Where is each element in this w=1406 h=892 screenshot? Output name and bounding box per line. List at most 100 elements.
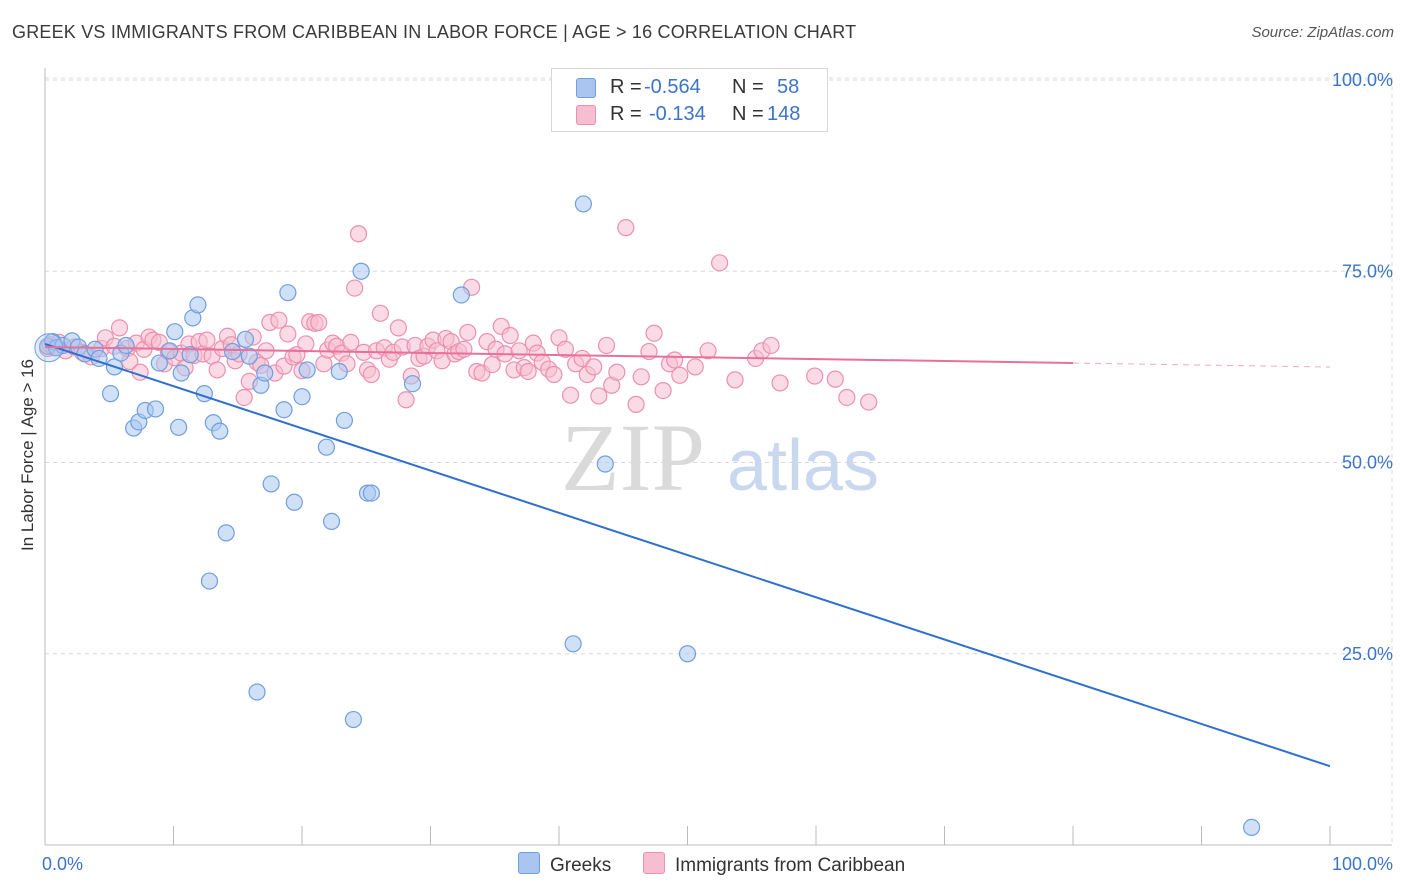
caribbean-point: [110, 319, 129, 337]
correlation-legend: R = -0.564 N = 58 R = -0.134 N = 148: [551, 68, 828, 132]
greeks-point: [317, 438, 336, 456]
greeks-point: [344, 710, 362, 729]
x-tick-label: 0.0%: [42, 854, 83, 874]
caribbean-point: [711, 254, 729, 272]
greeks-point: [452, 286, 470, 304]
legend-swatch-pink: [576, 105, 596, 125]
caribbean-point: [297, 335, 315, 353]
y-tick-label: 25.0%: [1342, 644, 1393, 664]
caribbean-point: [771, 374, 789, 392]
greeks-point: [224, 342, 242, 361]
caribbean-point: [349, 225, 368, 243]
caribbean-point: [654, 381, 672, 400]
trend-layer: [44, 342, 1331, 768]
x-tick-label: 100.0%: [1332, 854, 1393, 874]
caribbean-point: [270, 311, 288, 329]
y-tick-label: 75.0%: [1342, 261, 1393, 281]
caribbean-point: [561, 386, 580, 404]
legend-r-value: -0.564: [644, 76, 701, 98]
caribbean-point: [608, 363, 626, 381]
caribbean-point: [806, 367, 824, 385]
greeks-point: [236, 330, 255, 348]
caribbean-point: [597, 336, 616, 355]
bottom-legend-greeks: Greeks: [518, 852, 611, 877]
greeks-point: [564, 635, 582, 653]
greeks-point: [117, 336, 135, 355]
caribbean-point: [762, 336, 780, 355]
caribbean-point: [585, 358, 603, 376]
greeks-point: [161, 342, 179, 360]
legend-swatch-blue: [576, 78, 596, 98]
legend-r-value: -0.134: [649, 103, 706, 125]
legend-row-greeks: R = -0.564 N = 58: [552, 74, 827, 100]
legend-row-caribbean: R = -0.134 N = 148: [552, 101, 827, 127]
caribbean-point: [826, 370, 844, 388]
greeks-point: [146, 400, 165, 418]
greeks-point: [298, 361, 316, 379]
caribbean-point: [860, 393, 878, 411]
caribbean-point: [389, 319, 407, 337]
greeks-point: [172, 364, 190, 382]
caribbean-point: [545, 365, 563, 384]
caribbean-trend-line: [44, 345, 1074, 365]
caribbean-point: [310, 313, 328, 332]
greeks-point: [256, 364, 274, 382]
greeks-point: [330, 362, 348, 381]
greeks-point: [217, 524, 235, 542]
greeks-point: [285, 493, 303, 511]
bottom-legend-label: Immigrants from Caribbean: [675, 855, 906, 876]
caribbean-point: [686, 358, 704, 376]
caribbean-point: [459, 323, 477, 342]
legend-n-value: 148: [767, 103, 801, 125]
caribbean-point: [397, 391, 415, 409]
caribbean-point: [279, 325, 297, 343]
caribbean-point: [838, 388, 856, 407]
greeks-point: [279, 284, 297, 302]
y-tick-label: 100.0%: [1332, 70, 1393, 90]
caribbean-point: [342, 333, 360, 351]
legend-n-value: 58: [777, 76, 800, 98]
caribbean-point: [590, 387, 608, 405]
greeks-point: [322, 512, 341, 531]
y-tick-label: 50.0%: [1342, 453, 1393, 473]
caribbean-point: [632, 368, 650, 386]
caribbean-trend-extension: [1072, 362, 1331, 368]
caribbean-point: [362, 365, 380, 384]
greeks-point: [189, 296, 207, 314]
caribbean-point: [510, 342, 528, 360]
greeks-point: [170, 418, 188, 436]
caribbean-point: [726, 371, 744, 389]
greeks-point: [678, 645, 697, 663]
caribbean-point: [666, 351, 684, 369]
caribbean-point: [235, 388, 253, 407]
bottom-legend-label: Greeks: [550, 855, 612, 876]
caribbean-point: [208, 361, 226, 379]
watermark: ZIP atlas: [561, 404, 879, 511]
greeks-point: [403, 375, 422, 393]
caribbean-point: [501, 326, 519, 345]
bottom-legend-swatch-pink: [643, 852, 665, 874]
caribbean-point: [519, 362, 537, 381]
greeks-point: [101, 385, 120, 403]
greeks-point: [166, 323, 184, 341]
points-layer: [34, 195, 1261, 837]
greeks-point: [240, 347, 258, 365]
watermark-zip: ZIP: [561, 404, 705, 511]
caribbean-point: [483, 355, 501, 374]
caribbean-point: [346, 279, 364, 297]
bottom-legend-swatch-blue: [518, 852, 540, 874]
greeks-point: [293, 388, 311, 406]
watermark-atlas: atlas: [727, 426, 879, 506]
greeks-point: [335, 411, 354, 430]
grid-layer: [45, 77, 1393, 845]
greeks-point: [262, 475, 280, 493]
caribbean-point: [371, 304, 389, 322]
caribbean-point: [617, 219, 635, 237]
caribbean-point: [627, 395, 645, 413]
legend-r-label: R =: [610, 76, 642, 98]
greeks-trend-line: [44, 342, 1331, 768]
greeks-point: [596, 455, 614, 473]
legend-n-label: N =: [732, 103, 764, 125]
greeks-point: [248, 683, 266, 701]
